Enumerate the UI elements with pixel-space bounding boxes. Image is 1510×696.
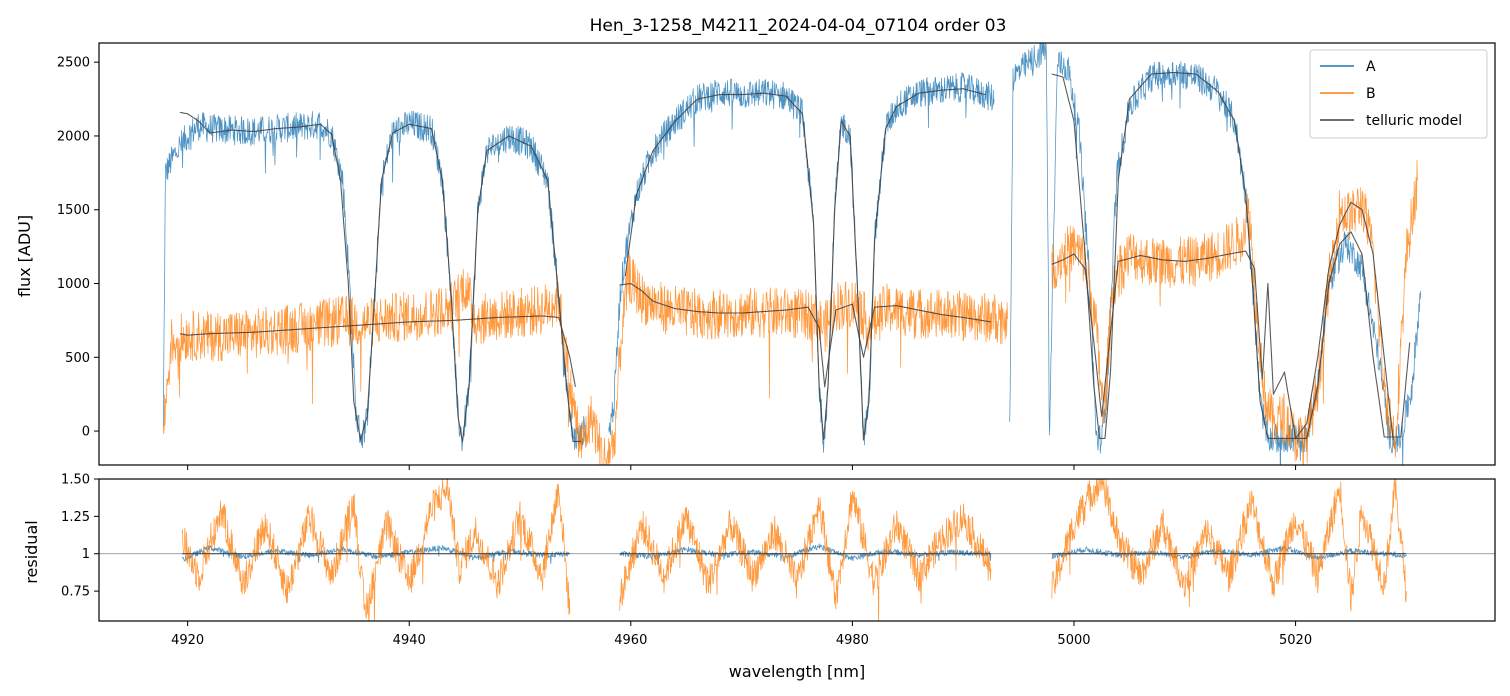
bottom-ytick-label-3: 1.50 [61, 473, 90, 488]
bottom-xtick-label-1: 4940 [393, 633, 426, 648]
bottom-ytick-label-0: 0.75 [61, 585, 90, 600]
bottom-series-b-segment-2 [1051, 479, 1407, 612]
bottom-x-axis-ticks: 4920 4940 4960 4980 5000 5020 [171, 621, 1312, 648]
bottom-series-a-segment-0 [181, 544, 571, 565]
top-ytick-label-0: 0 [82, 425, 90, 440]
top-series-b-segment-0 [162, 252, 1008, 465]
top-y-axis-ticks: 0 500 1000 1500 2000 2500 [57, 56, 99, 440]
top-series-group [162, 43, 1422, 465]
bottom-ytick-label-2: 1.25 [61, 510, 90, 525]
top-ytick-label-2: 1000 [57, 277, 90, 292]
top-series-telluric-model-segment-2 [1051, 71, 1411, 439]
bottom-y-axis-ticks: 0.75 1 1.25 1.50 [61, 473, 99, 600]
bottom-series-b-segment-0 [181, 479, 571, 621]
x-axis-label: wavelength [nm] [729, 662, 866, 681]
legend-label-telluric: telluric model [1366, 113, 1462, 129]
legend: A B telluric model [1309, 49, 1488, 139]
legend-box [1309, 49, 1488, 139]
top-ytick-label-1: 500 [65, 351, 90, 366]
top-series-telluric-model-segment-5 [1051, 201, 1394, 440]
top-y-axis-label: flux [ADU] [15, 215, 34, 297]
top-series-a-segment-0 [162, 110, 587, 452]
top-series-telluric-model-segment-4 [619, 282, 992, 388]
bottom-xtick-label-5: 5020 [1279, 633, 1312, 648]
bottom-y-axis-label: residual [22, 520, 41, 583]
top-series-telluric-model-segment-0 [179, 111, 581, 442]
bottom-ytick-label-1: 1 [82, 547, 90, 562]
bottom-axes-frame [98, 478, 1496, 622]
bottom-series-b-segment-1 [619, 490, 992, 621]
top-series-telluric-model-segment-3 [179, 315, 576, 387]
bottom-xtick-label-4: 5000 [1057, 633, 1090, 648]
bottom-xtick-label-3: 4980 [836, 633, 869, 648]
bottom-series-group [99, 479, 1495, 621]
bottom-panel: 0.75 1 1.25 1.50 4920 4940 4960 4980 5000 5020 r… [22, 473, 1496, 681]
top-x-axis-ticks [187, 465, 1297, 470]
bottom-xtick-label-2: 4960 [614, 633, 647, 648]
chart-title: Hen_3-1258_M4211_2024-04-04_07104 order … [590, 16, 1007, 36]
top-series-telluric-model-segment-1 [624, 88, 986, 441]
top-series-a-segment-1 [608, 72, 995, 453]
top-ytick-label-3: 1500 [57, 203, 90, 218]
top-series-a-segment-2 [1009, 43, 1422, 465]
top-panel: 0 500 1000 1500 2000 2500 flux [ADU] A B tell… [15, 42, 1496, 470]
top-ytick-label-4: 2000 [57, 129, 90, 144]
bottom-xtick-label-0: 4920 [171, 633, 204, 648]
legend-label-b: B [1366, 86, 1376, 102]
bottom-series-a-segment-2 [1051, 545, 1407, 561]
top-ytick-label-5: 2500 [57, 56, 90, 71]
legend-label-a: A [1366, 59, 1376, 75]
top-axes-frame [98, 42, 1496, 466]
